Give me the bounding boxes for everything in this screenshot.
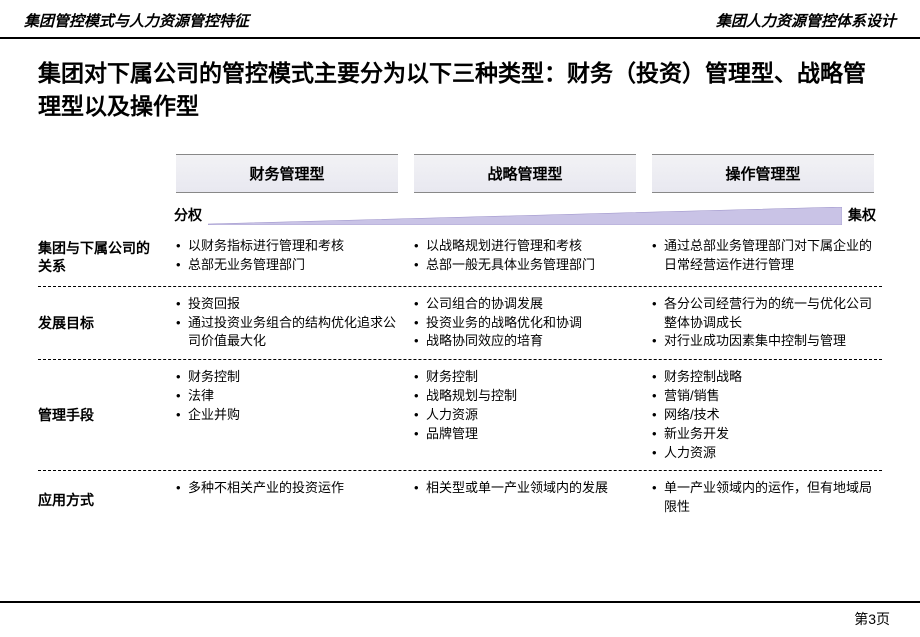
table-row: 集团与下属公司的关系以财务指标进行管理和考核总部无业务管理部门以战略规划进行管理…: [38, 229, 882, 287]
comparison-table: 财务管理型 战略管理型 操作管理型 分权 集权 集团与下属公司的关系以财务指标进…: [38, 154, 882, 530]
bullet-item: 投资业务的战略优化和协调: [414, 314, 636, 333]
bullet-item: 以战略规划进行管理和考核: [414, 237, 636, 256]
row-label: 集团与下属公司的关系: [38, 237, 168, 278]
bullet-item: 战略协同效应的培育: [414, 332, 636, 351]
table-cell: 通过总部业务管理部门对下属企业的日常经营运作进行管理: [644, 237, 882, 278]
bullet-item: 企业并购: [176, 406, 398, 425]
row-cells: 投资回报通过投资业务组合的结构优化追求公司价值最大化公司组合的协调发展投资业务的…: [168, 295, 882, 352]
table-cell: 单一产业领域内的运作，但有地域局限性: [644, 479, 882, 521]
rows-container: 集团与下属公司的关系以财务指标进行管理和考核总部无业务管理部门以战略规划进行管理…: [38, 229, 882, 530]
bullet-item: 新业务开发: [652, 425, 874, 444]
column-headers-row: 财务管理型 战略管理型 操作管理型: [168, 154, 882, 193]
main-title: 集团对下属公司的管控模式主要分为以下三种类型：财务（投资）管理型、战略管理型以及…: [0, 39, 920, 134]
bullet-item: 财务控制: [414, 368, 636, 387]
bullet-list: 单一产业领域内的运作，但有地域局限性: [652, 479, 874, 517]
table-cell: 公司组合的协调发展投资业务的战略优化和协调战略协同效应的培育: [406, 295, 644, 352]
column-header: 操作管理型: [652, 154, 874, 193]
bullet-item: 法律: [176, 387, 398, 406]
table-row: 应用方式多种不相关产业的投资运作相关型或单一产业领域内的发展单一产业领域内的运作…: [38, 471, 882, 529]
bullet-item: 品牌管理: [414, 425, 636, 444]
bullet-list: 以战略规划进行管理和考核总部一般无具体业务管理部门: [414, 237, 636, 275]
bullet-item: 各分公司经营行为的统一与优化公司整体协调成长: [652, 295, 874, 333]
table-cell: 各分公司经营行为的统一与优化公司整体协调成长对行业成功因素集中控制与管理: [644, 295, 882, 352]
bullet-list: 投资回报通过投资业务组合的结构优化追求公司价值最大化: [176, 295, 398, 352]
table-cell: 以财务指标进行管理和考核总部无业务管理部门: [168, 237, 406, 278]
bullet-item: 相关型或单一产业领域内的发展: [414, 479, 636, 498]
bullet-item: 战略规划与控制: [414, 387, 636, 406]
row-label: 应用方式: [38, 479, 168, 521]
bullet-item: 财务控制战略: [652, 368, 874, 387]
bullet-item: 人力资源: [652, 444, 874, 463]
content-area: 财务管理型 战略管理型 操作管理型 分权 集权 集团与下属公司的关系以财务指标进…: [0, 134, 920, 530]
bullet-list: 通过总部业务管理部门对下属企业的日常经营运作进行管理: [652, 237, 874, 275]
bullet-item: 对行业成功因素集中控制与管理: [652, 332, 874, 351]
page-number: 第3页: [854, 609, 890, 629]
table-cell: 多种不相关产业的投资运作: [168, 479, 406, 521]
row-cells: 财务控制法律企业并购财务控制战略规划与控制人力资源品牌管理财务控制战略营销/销售…: [168, 368, 882, 462]
bullet-item: 人力资源: [414, 406, 636, 425]
bullet-item: 网络/技术: [652, 406, 874, 425]
bullet-item: 公司组合的协调发展: [414, 295, 636, 314]
bullet-item: 多种不相关产业的投资运作: [176, 479, 398, 498]
table-cell: 投资回报通过投资业务组合的结构优化追求公司价值最大化: [168, 295, 406, 352]
row-label: 管理手段: [38, 368, 168, 462]
bullet-list: 财务控制战略规划与控制人力资源品牌管理: [414, 368, 636, 443]
bullet-list: 相关型或单一产业领域内的发展: [414, 479, 636, 498]
bullet-item: 通过投资业务组合的结构优化追求公司价值最大化: [176, 314, 398, 352]
bullet-item: 财务控制: [176, 368, 398, 387]
bullet-list: 多种不相关产业的投资运作: [176, 479, 398, 498]
header-left-title: 集团管控模式与人力资源管控特征: [24, 10, 249, 31]
row-cells: 以财务指标进行管理和考核总部无业务管理部门以战略规划进行管理和考核总部一般无具体…: [168, 237, 882, 278]
header-bar: 集团管控模式与人力资源管控特征 集团人力资源管控体系设计: [0, 0, 920, 39]
bullet-item: 投资回报: [176, 295, 398, 314]
table-cell: 相关型或单一产业领域内的发展: [406, 479, 644, 521]
spectrum-right-label: 集权: [848, 205, 876, 225]
footer-rule: [0, 601, 920, 603]
spectrum-row: 分权 集权: [168, 203, 882, 229]
bullet-list: 公司组合的协调发展投资业务的战略优化和协调战略协同效应的培育: [414, 295, 636, 352]
table-row: 管理手段财务控制法律企业并购财务控制战略规划与控制人力资源品牌管理财务控制战略营…: [38, 360, 882, 471]
spectrum-left-label: 分权: [174, 205, 202, 225]
table-cell: 财务控制法律企业并购: [168, 368, 406, 462]
table-cell: 以战略规划进行管理和考核总部一般无具体业务管理部门: [406, 237, 644, 278]
bullet-item: 通过总部业务管理部门对下属企业的日常经营运作进行管理: [652, 237, 874, 275]
row-cells: 多种不相关产业的投资运作相关型或单一产业领域内的发展单一产业领域内的运作，但有地…: [168, 479, 882, 521]
bullet-list: 各分公司经营行为的统一与优化公司整体协调成长对行业成功因素集中控制与管理: [652, 295, 874, 352]
row-label: 发展目标: [38, 295, 168, 352]
bullet-list: 财务控制法律企业并购: [176, 368, 398, 425]
table-cell: 财务控制战略营销/销售网络/技术新业务开发人力资源: [644, 368, 882, 462]
bullet-item: 营销/销售: [652, 387, 874, 406]
bullet-item: 总部一般无具体业务管理部门: [414, 256, 636, 275]
table-row: 发展目标投资回报通过投资业务组合的结构优化追求公司价值最大化公司组合的协调发展投…: [38, 287, 882, 361]
column-header: 财务管理型: [176, 154, 398, 193]
header-right-title: 集团人力资源管控体系设计: [716, 10, 896, 31]
spectrum-wedge-icon: [208, 207, 842, 225]
bullet-item: 单一产业领域内的运作，但有地域局限性: [652, 479, 874, 517]
table-cell: 财务控制战略规划与控制人力资源品牌管理: [406, 368, 644, 462]
bullet-item: 以财务指标进行管理和考核: [176, 237, 398, 256]
column-header: 战略管理型: [414, 154, 636, 193]
bullet-item: 总部无业务管理部门: [176, 256, 398, 275]
bullet-list: 以财务指标进行管理和考核总部无业务管理部门: [176, 237, 398, 275]
bullet-list: 财务控制战略营销/销售网络/技术新业务开发人力资源: [652, 368, 874, 462]
